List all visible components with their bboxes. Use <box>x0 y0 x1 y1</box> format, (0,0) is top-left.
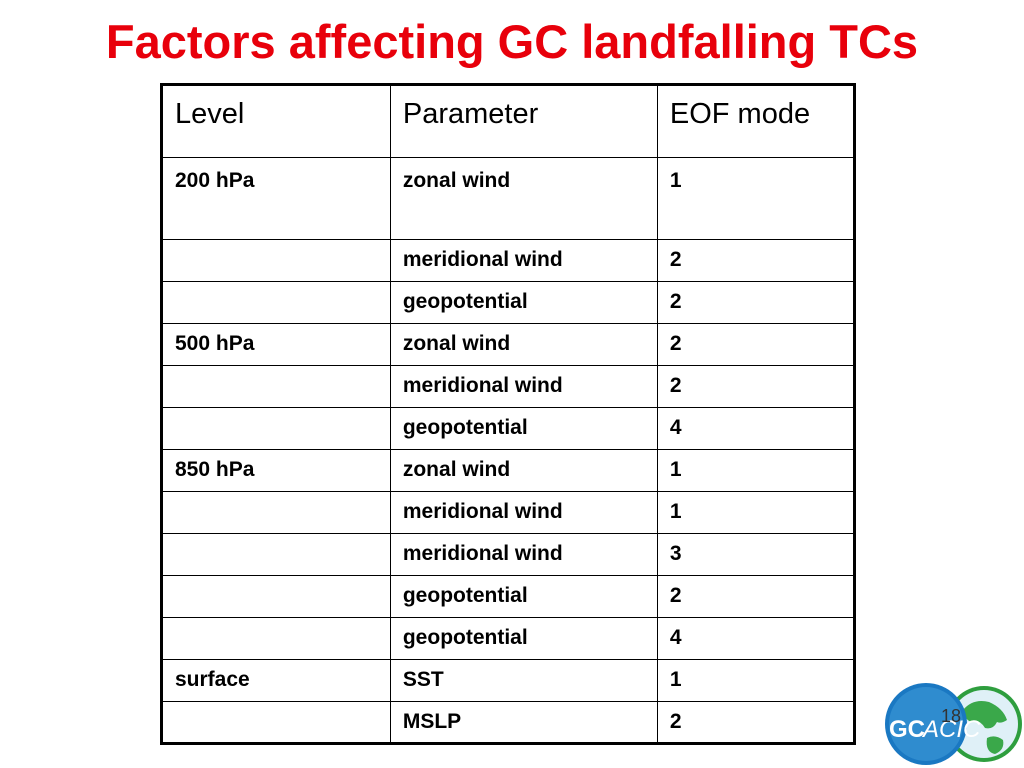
cell-eof-mode: 2 <box>656 701 856 744</box>
cell-parameter: MSLP <box>389 701 658 744</box>
table-row: meridional wind 3 <box>161 533 856 576</box>
cell-level <box>161 701 391 744</box>
cell-level: 200 hPa <box>161 157 391 240</box>
table-header-row: Level Parameter EOF mode <box>161 84 856 158</box>
cell-level: 850 hPa <box>161 449 391 492</box>
cell-eof-mode: 2 <box>656 365 856 408</box>
cell-eof-mode: 1 <box>656 659 856 702</box>
table-row: meridional wind 2 <box>161 239 856 282</box>
cell-eof-mode: 2 <box>656 239 856 282</box>
table-row: meridional wind 1 <box>161 491 856 534</box>
logo-blue-circle <box>885 683 967 765</box>
header-parameter: Parameter <box>389 84 658 158</box>
cell-parameter: geopotential <box>389 281 658 324</box>
cell-eof-mode: 2 <box>656 575 856 618</box>
logo-map-shape <box>963 701 1007 754</box>
cell-level <box>161 491 391 534</box>
eof-table: Level Parameter EOF mode 200 hPa zonal w… <box>160 83 856 745</box>
table-row: 500 hPa zonal wind 2 <box>161 323 856 366</box>
cell-level: 500 hPa <box>161 323 391 366</box>
table-row: geopotential 4 <box>161 617 856 660</box>
gcacic-logo: GC ACIC <box>885 683 1022 765</box>
cell-level: surface <box>161 659 391 702</box>
table-row: surface SST 1 <box>161 659 856 702</box>
cell-level <box>161 575 391 618</box>
header-level: Level <box>161 84 391 158</box>
cell-eof-mode: 3 <box>656 533 856 576</box>
table-row: geopotential 2 <box>161 575 856 618</box>
table-row: meridional wind 2 <box>161 365 856 408</box>
cell-parameter: meridional wind <box>389 533 658 576</box>
cell-parameter: geopotential <box>389 617 658 660</box>
cell-eof-mode: 4 <box>656 407 856 450</box>
cell-eof-mode: 1 <box>656 449 856 492</box>
cell-eof-mode: 2 <box>656 323 856 366</box>
table-row: MSLP 2 <box>161 701 856 744</box>
table-row: geopotential 4 <box>161 407 856 450</box>
cell-parameter: geopotential <box>389 575 658 618</box>
cell-parameter: meridional wind <box>389 365 658 408</box>
cell-eof-mode: 4 <box>656 617 856 660</box>
cell-parameter: geopotential <box>389 407 658 450</box>
cell-level <box>161 533 391 576</box>
slide-number: 18 <box>941 706 962 726</box>
cell-level <box>161 617 391 660</box>
cell-parameter: meridional wind <box>389 239 658 282</box>
cell-parameter: zonal wind <box>389 157 658 240</box>
logo-text-acic: ACIC <box>921 716 981 743</box>
table-row: 850 hPa zonal wind 1 <box>161 449 856 492</box>
cell-level <box>161 365 391 408</box>
table-row: geopotential 2 <box>161 281 856 324</box>
header-eof-mode: EOF mode <box>656 84 856 158</box>
cell-level <box>161 239 391 282</box>
cell-eof-mode: 1 <box>656 157 856 240</box>
cell-parameter: SST <box>389 659 658 702</box>
table-row: 200 hPa zonal wind 1 <box>161 157 856 240</box>
cell-eof-mode: 2 <box>656 281 856 324</box>
slide-title: Factors affecting GC landfalling TCs <box>105 15 919 68</box>
cell-parameter: meridional wind <box>389 491 658 534</box>
cell-parameter: zonal wind <box>389 323 658 366</box>
cell-level <box>161 281 391 324</box>
logo-text-gc: GC <box>889 716 925 743</box>
cell-level <box>161 407 391 450</box>
cell-eof-mode: 1 <box>656 491 856 534</box>
cell-parameter: zonal wind <box>389 449 658 492</box>
